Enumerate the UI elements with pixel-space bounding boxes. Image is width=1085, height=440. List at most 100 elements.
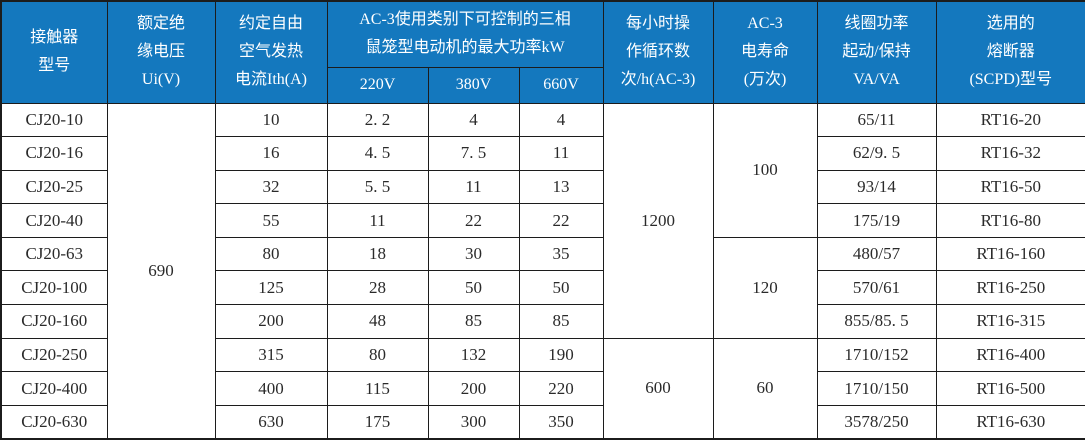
table-body: CJ20-10 690 10 2. 2 4 4 1200 100 65/11 R… (0, 102, 1085, 440)
cell-kw380: 300 (427, 404, 520, 440)
cell-coil-power: 93/14 (816, 169, 937, 205)
cell-kw220: 48 (326, 304, 429, 339)
cell-kw660: 220 (518, 371, 604, 406)
table-row: CJ20-630 630 175 300 350 3578/250 RT16-6… (0, 404, 1085, 440)
cell-ith: 125 (214, 270, 328, 306)
table-row: CJ20-10 690 10 2. 2 4 4 1200 100 65/11 R… (0, 102, 1085, 440)
cell-kw660: 22 (518, 203, 604, 238)
table-row: CJ20-250 315 80 132 190 600 60 1710/152 … (0, 337, 1085, 440)
cell-kw380: 22 (427, 203, 520, 238)
cell-model: CJ20-25 (0, 169, 108, 205)
cell-kw380: 7. 5 (427, 136, 520, 171)
cell-fuse-type: RT16-160 (935, 236, 1085, 272)
cell-fuse-type: RT16-80 (935, 203, 1085, 238)
cell-kw660: 190 (518, 337, 604, 373)
table-row: CJ20-40 55 11 22 22 175/19 RT16-80 (0, 203, 1085, 238)
header-cycles-per-hour: 每小时操 作循环数 次/h(AC-3) (602, 0, 714, 104)
cell-kw380: 200 (427, 371, 520, 406)
cell-coil-power: 3578/250 (816, 404, 937, 440)
cell-fuse-type: RT16-250 (935, 270, 1085, 306)
cell-kw220: 80 (326, 337, 429, 373)
cell-kw220: 28 (326, 270, 429, 306)
cell-model: CJ20-16 (0, 136, 108, 171)
cell-kw220: 4. 5 (326, 136, 429, 171)
header-660v: 660V (518, 66, 604, 104)
cell-kw220: 5. 5 (326, 169, 429, 205)
cell-fuse-type: RT16-400 (935, 337, 1085, 373)
cell-model: CJ20-250 (0, 337, 108, 373)
cell-kw660: 50 (518, 270, 604, 306)
cell-ith: 10 (214, 102, 328, 138)
cell-coil-power: 65/11 (816, 102, 937, 138)
cell-fuse-type: RT16-32 (935, 136, 1085, 171)
header-380v: 380V (427, 66, 520, 104)
cell-ith: 200 (214, 304, 328, 339)
cell-kw220: 115 (326, 371, 429, 406)
header-220v: 220V (326, 66, 429, 104)
cell-kw660: 350 (518, 404, 604, 440)
cell-kw660: 13 (518, 169, 604, 205)
cell-insulation-voltage: 690 (106, 102, 216, 440)
header-thermal-current: 约定自由 空气发热 电流Ith(A) (214, 0, 328, 104)
cell-electrical-life: 60 (712, 337, 818, 440)
cell-kw660: 35 (518, 236, 604, 272)
cell-kw380: 4 (427, 102, 520, 138)
cell-fuse-type: RT16-50 (935, 169, 1085, 205)
cell-fuse-type: RT16-315 (935, 304, 1085, 339)
cell-model: CJ20-400 (0, 371, 108, 406)
cell-kw220: 11 (326, 203, 429, 238)
cell-fuse-type: RT16-630 (935, 404, 1085, 440)
cell-model: CJ20-630 (0, 404, 108, 440)
cell-kw220: 18 (326, 236, 429, 272)
cell-ith: 400 (214, 371, 328, 406)
cell-model: CJ20-63 (0, 236, 108, 272)
cell-kw380: 11 (427, 169, 520, 205)
cell-coil-power: 1710/152 (816, 337, 937, 373)
cell-ith: 16 (214, 136, 328, 171)
cell-electrical-life: 100 (712, 102, 818, 238)
cell-coil-power: 855/85. 5 (816, 304, 937, 339)
cell-kw380: 132 (427, 337, 520, 373)
cell-kw660: 11 (518, 136, 604, 171)
header-electrical-life: AC-3 电寿命 (万次) (712, 0, 818, 104)
cell-coil-power: 62/9. 5 (816, 136, 937, 171)
cell-ith: 630 (214, 404, 328, 440)
cell-cycles-per-hour: 1200 (602, 102, 714, 339)
header-max-power-group: AC-3使用类别下可控制的三相 鼠笼型电动机的最大功率kW (326, 0, 604, 68)
cell-coil-power: 1710/150 (816, 371, 937, 406)
table-row: CJ20-160 200 48 85 85 855/85. 5 RT16-315 (0, 304, 1085, 339)
cell-kw660: 85 (518, 304, 604, 339)
table-header: 接触器 型号 额定绝 缘电压 Ui(V) 约定自由 空气发热 电流Ith(A) … (0, 0, 1085, 104)
cell-fuse-type: RT16-20 (935, 102, 1085, 138)
cell-coil-power: 570/61 (816, 270, 937, 306)
cell-kw660: 4 (518, 102, 604, 138)
cell-cycles-per-hour: 600 (602, 337, 714, 440)
header-fuse-type: 选用的 熔断器 (SCPD)型号 (935, 0, 1085, 104)
cell-model: CJ20-40 (0, 203, 108, 238)
cell-kw380: 85 (427, 304, 520, 339)
cell-ith: 80 (214, 236, 328, 272)
cell-ith: 32 (214, 169, 328, 205)
header-insulation-voltage: 额定绝 缘电压 Ui(V) (106, 0, 216, 104)
table-row: CJ20-100 125 28 50 50 570/61 RT16-250 (0, 270, 1085, 306)
cell-coil-power: 175/19 (816, 203, 937, 238)
cell-model: CJ20-160 (0, 304, 108, 339)
cell-model: CJ20-10 (0, 102, 108, 138)
header-model: 接触器 型号 (0, 0, 108, 104)
cell-kw220: 2. 2 (326, 102, 429, 138)
table-row: CJ20-25 32 5. 5 11 13 93/14 RT16-50 (0, 169, 1085, 205)
table-row: CJ20-16 16 4. 5 7. 5 11 62/9. 5 RT16-32 (0, 136, 1085, 171)
cell-fuse-type: RT16-500 (935, 371, 1085, 406)
cell-electrical-life: 120 (712, 236, 818, 339)
cell-kw380: 50 (427, 270, 520, 306)
cell-model: CJ20-100 (0, 270, 108, 306)
cell-coil-power: 480/57 (816, 236, 937, 272)
cell-ith: 315 (214, 337, 328, 373)
cell-ith: 55 (214, 203, 328, 238)
cell-kw220: 175 (326, 404, 429, 440)
cell-kw380: 30 (427, 236, 520, 272)
table-row: CJ20-400 400 115 200 220 1710/150 RT16-5… (0, 371, 1085, 406)
header-coil-power: 线圈功率 起动/保持 VA/VA (816, 0, 937, 104)
